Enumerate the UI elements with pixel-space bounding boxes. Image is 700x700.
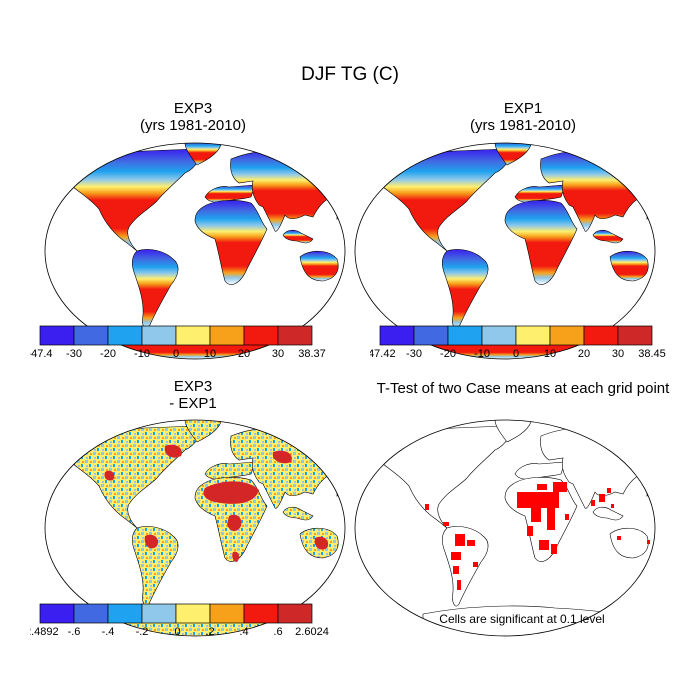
colorbar-swatch	[277, 325, 313, 346]
map-outline	[354, 419, 656, 637]
panel-diff-title-line1: EXP3	[173, 378, 213, 395]
colorbar-swatch	[39, 325, 75, 346]
colorbar-swatch	[141, 603, 177, 624]
colorbar-label: 30	[272, 348, 284, 360]
colorbar-swatch	[617, 325, 653, 346]
colorbar-label: 0	[513, 348, 519, 360]
colorbar-label: -47.4	[30, 348, 53, 360]
colorbar-label: 38.37	[298, 348, 326, 360]
panel-diff-title-line2: - EXP1	[169, 395, 217, 412]
colorbar-swatch	[73, 603, 109, 624]
colorbar-label: 20	[578, 348, 590, 360]
colorbar-label: -10	[134, 348, 150, 360]
colorbar-swatch	[175, 603, 211, 624]
colorbar-swatch	[549, 325, 585, 346]
colorbar-swatch	[39, 603, 75, 624]
map-exp3	[44, 142, 346, 360]
colorbar-swatch	[73, 325, 109, 346]
colorbar-swatch	[379, 325, 415, 346]
colorbar-swatch	[209, 603, 245, 624]
colorbar-swatch	[583, 325, 619, 346]
map-outline	[354, 142, 656, 360]
colorbar-label: 10	[544, 348, 556, 360]
colorbar-label: -.2	[136, 626, 149, 638]
colorbar-swatch	[413, 325, 449, 346]
map-exp1	[354, 142, 656, 360]
figure-title: DJF TG (C)	[301, 64, 399, 85]
colorbar-swatch	[277, 603, 313, 624]
colorbar-label: 2.6024	[295, 626, 329, 638]
colorbar-label: 0	[173, 348, 179, 360]
map-diff	[44, 419, 346, 637]
colorbar-label: .6	[273, 626, 282, 638]
colorbar-swatch	[515, 325, 551, 346]
map-ttest	[354, 419, 656, 637]
colorbar-label: -20	[440, 348, 456, 360]
colorbar-label: 30	[612, 348, 624, 360]
colorbar-label: 10	[204, 348, 216, 360]
colorbar-label: -30	[66, 348, 82, 360]
colorbar-swatch	[209, 325, 245, 346]
colorbar-label: .4	[239, 626, 248, 638]
colorbar-swatch	[175, 325, 211, 346]
colorbar-label: .2	[205, 626, 214, 638]
panel-ttest-title-line1: T-Test of two Case means at each grid po…	[376, 380, 670, 397]
colorbar-label: 38.45	[638, 348, 666, 360]
colorbar-label: -10	[474, 348, 490, 360]
map-outline	[44, 142, 346, 360]
colorbar-label: 20	[238, 348, 250, 360]
panel-exp3-title-line2: (yrs 1981-2010)	[140, 117, 246, 134]
map-outline	[44, 419, 346, 637]
panel-exp3-title-line1: EXP3	[173, 100, 213, 117]
panel-title-exp3: EXP3 (yrs 1981-2010)	[43, 100, 343, 134]
colorbar-diff: -2.4892 -.6 -.4 -.2 .0 .2 .4 .6 2.6024	[30, 603, 329, 638]
colorbar-label: -.6	[68, 626, 81, 638]
colorbar-label: -2.4892	[30, 626, 59, 638]
colorbar-swatch	[243, 325, 279, 346]
colorbar-swatch	[447, 325, 483, 346]
colorbar-label: -30	[406, 348, 422, 360]
colorbar-label: -47.42	[370, 348, 396, 360]
panel-title-ttest: T-Test of two Case means at each grid po…	[358, 380, 688, 397]
colorbar-label: .0	[171, 626, 180, 638]
colorbar-swatch	[243, 603, 279, 624]
colorbar-exp1: -47.42 -30 -20 -10 0 10 20 30 38.45	[370, 325, 666, 360]
colorbar-label: -20	[100, 348, 116, 360]
colorbar-swatch	[141, 325, 177, 346]
panel-exp1-title-line1: EXP1	[503, 100, 543, 117]
colorbar-swatch	[107, 325, 143, 346]
panel-exp1-title-line2: (yrs 1981-2010)	[470, 117, 576, 134]
land-outline	[374, 420, 655, 636]
colorbar-swatch	[481, 325, 517, 346]
colorbar-swatch	[107, 603, 143, 624]
panel-title-exp1: EXP1 (yrs 1981-2010)	[373, 100, 673, 134]
significance-note: Cells are significant at 0.1 level	[439, 612, 605, 626]
colorbar-label: -.4	[102, 626, 115, 638]
colorbar-exp3: -47.4 -30 -20 -10 0 10 20 30 38.37	[30, 325, 326, 360]
panel-title-diff: EXP3 - EXP1	[43, 378, 343, 412]
